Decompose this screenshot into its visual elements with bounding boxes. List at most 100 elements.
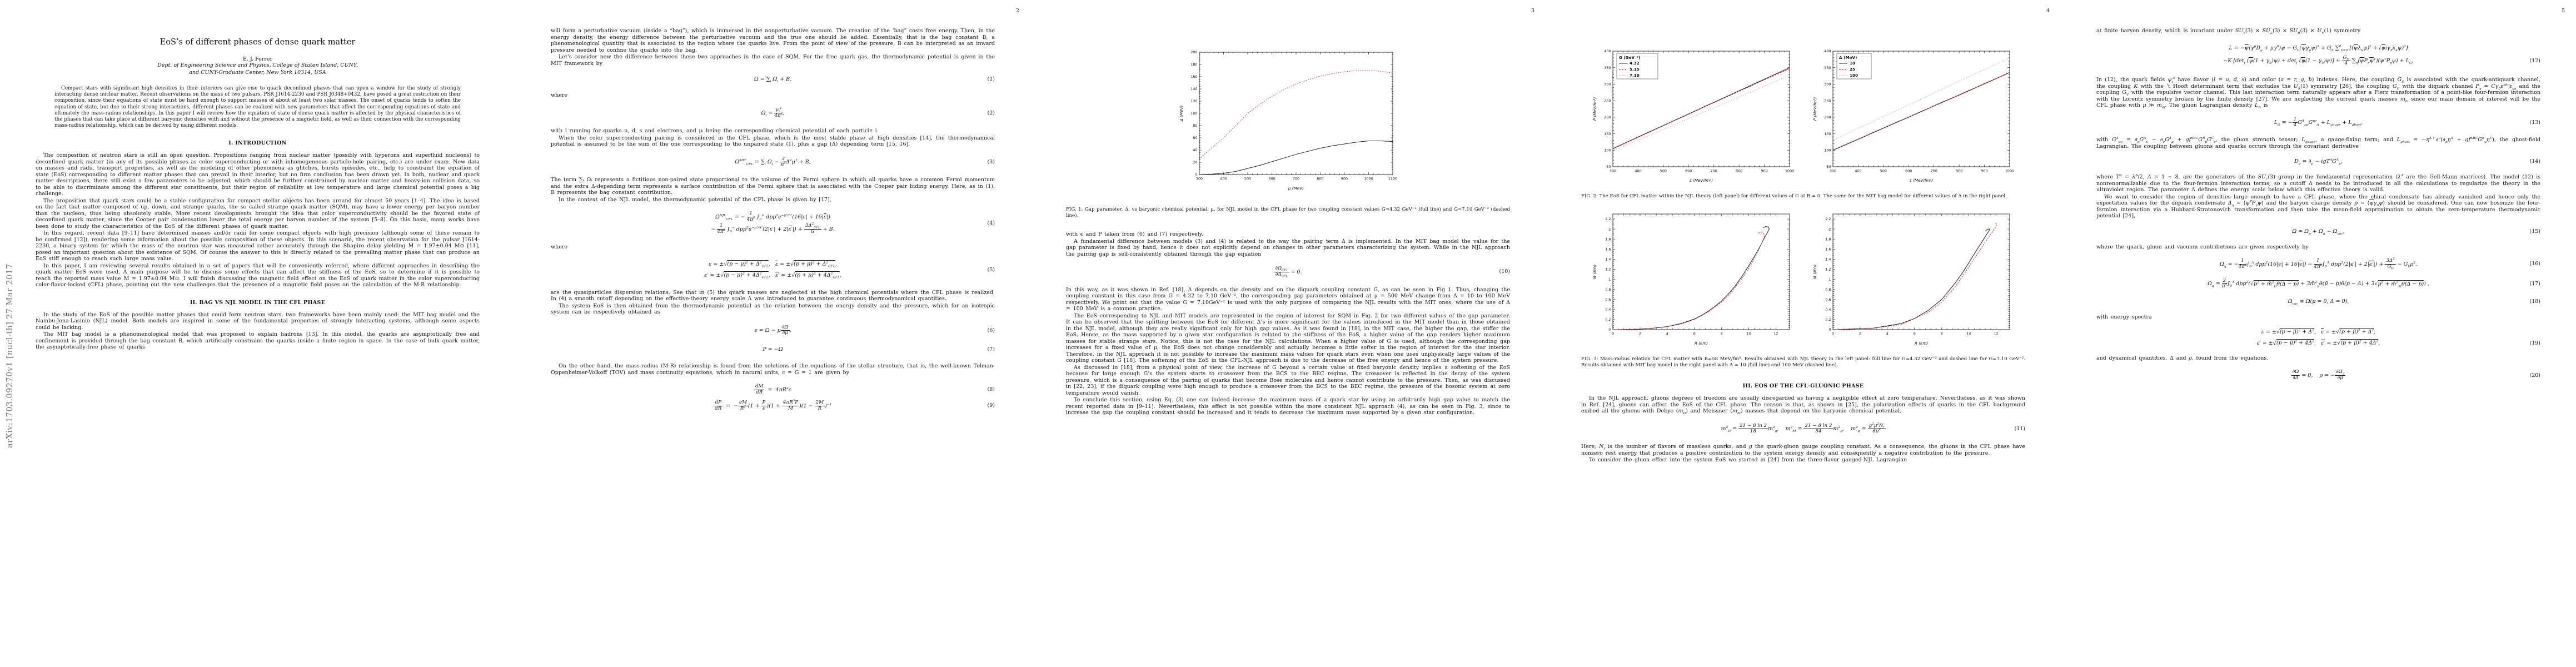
svg-text:300: 300	[1609, 169, 1616, 173]
svg-text:150: 150	[1824, 132, 1831, 136]
svg-text:2: 2	[1638, 332, 1641, 336]
equation-5: ε = ±√(p − μ)2 + Δ2CFL, ε = ±√(p + μ)2 +…	[704, 260, 995, 280]
svg-text:700: 700	[1930, 169, 1937, 173]
equation-20: ∂Ω ∂Δ = 0, ρ = − ∂Ωq ∂μ̃ (20)	[2291, 369, 2540, 381]
svg-text:12: 12	[1773, 332, 1778, 336]
equation-3: ΩMITCFL = ∑i Ωi − 3 π2 Δ2μ2 + B, (3)	[735, 156, 995, 168]
equation-number: (12)	[2529, 57, 2540, 64]
equation-number: (20)	[2529, 372, 2540, 379]
svg-text:500: 500	[1660, 169, 1666, 173]
paragraph: at finite baryon density, which is invar…	[2096, 28, 2361, 35]
svg-text:0: 0	[1828, 327, 1831, 332]
page-number: 3	[1531, 8, 1534, 14]
svg-text:500: 500	[1244, 177, 1250, 181]
svg-text:Δ (MeV): Δ (MeV)	[1179, 106, 1184, 122]
svg-text:2: 2	[1858, 332, 1861, 336]
equation-8: dM dR = 4πR2ϵ (8)	[754, 384, 995, 395]
svg-text:4: 4	[1666, 332, 1668, 336]
svg-text:600: 600	[1905, 169, 1912, 173]
svg-text:350: 350	[1604, 66, 1611, 70]
equation-number: (2)	[987, 109, 995, 116]
equation-number: (17)	[2529, 280, 2540, 287]
paragraph: with ϵ and P taken from (6) and (7) resp…	[1066, 231, 1203, 237]
equation-18: Ωvac ≡ Ω(μ = 0, Δ = 0), (18)	[2288, 298, 2540, 306]
svg-text:0: 0	[1611, 332, 1613, 336]
equation-number: (15)	[2529, 228, 2540, 235]
svg-text:1.4: 1.4	[1605, 257, 1611, 262]
equation-6: ϵ = Ω − μ ∂Ω ∂μ, (6)	[754, 324, 995, 336]
svg-text:800: 800	[1956, 169, 1962, 173]
equation-7: P = −Ω (7)	[763, 346, 995, 353]
svg-text:0.2: 0.2	[1605, 317, 1611, 322]
svg-text:0: 0	[1195, 172, 1197, 177]
equation-number: (10)	[1499, 268, 1510, 275]
equation-number: (18)	[2529, 298, 2540, 305]
figure-1: 300 400 500 600 700 800 900 1000 1100 0 20 40 60 80 10…	[1066, 47, 1510, 192]
page-number: 2	[1015, 8, 1019, 14]
svg-text:400: 400	[1635, 169, 1641, 173]
equation-10: ∂ΩCFL ∂ΔCFL = 0. (10)	[1274, 266, 1510, 278]
svg-text:0.8: 0.8	[1825, 287, 1831, 292]
paragraph: with i running for quarks u, d, s and el…	[551, 128, 879, 135]
paragraph: are the quasiparticles dispersion relati…	[551, 289, 995, 302]
paragraph: As discussed in [18], from a physical po…	[1066, 364, 1510, 396]
svg-text:ε (MeV/fm³): ε (MeV/fm³)	[1909, 178, 1932, 183]
svg-text:900: 900	[1981, 169, 1987, 173]
svg-text:1.6: 1.6	[1605, 247, 1611, 252]
page-3: 3 300 400 500 600 700 800 900 1000 1100 0 20 40 60 80…	[1030, 0, 1546, 667]
svg-text:180: 180	[1190, 62, 1197, 67]
svg-text:M (M⊙): M (M⊙)	[1592, 265, 1597, 280]
paragraph: The EoS corresponding to NJL and MIT mod…	[1066, 312, 1510, 364]
svg-text:100: 100	[1850, 73, 1858, 78]
paragraph: In this way, as it was shown in Ref. [18…	[1066, 286, 1510, 312]
paragraph: In this paper, I am reviewing several re…	[36, 262, 480, 288]
svg-text:2.2: 2.2	[1605, 217, 1611, 221]
equation-number: (9)	[987, 402, 995, 409]
svg-text:700: 700	[1710, 169, 1717, 173]
svg-text:0.4: 0.4	[1605, 307, 1611, 312]
svg-text:1: 1	[1828, 277, 1831, 282]
paragraph: The proposition that quark stars could b…	[36, 197, 480, 230]
svg-text:400: 400	[1824, 49, 1831, 53]
page-2: 2 will form a perturbative vacuum (insid…	[515, 0, 1030, 667]
paragraph: will form a perturbative vacuum (inside …	[551, 28, 995, 53]
equation-12a: L = −ψ(γμDμ + μγ0)ψ − GV(ψγμψ)2 + GS ∑8k…	[2229, 44, 2408, 52]
svg-text:1.2: 1.2	[1605, 267, 1611, 272]
equation-number: (16)	[2529, 261, 2540, 267]
equation-4: ΩNJLCFL = − 1 4π2 ∫0∞ dpp2e−p²/Λ²(16|ε| +…	[711, 211, 995, 235]
paragraph: When the color superconducting pairing i…	[551, 135, 995, 148]
equation-16: Ωq = −1 4π2 ∫0Λ dpp2(16|ϵ| + 16|ϵ|) − 1 4π2…	[2220, 257, 2540, 271]
paragraph: and dynamical quantities, Δ and ρ, found…	[2096, 355, 2269, 361]
paragraph: In the context of the NJL model, the the…	[559, 196, 831, 203]
paragraph: with GAμν = ∂μGAν − ∂νGAμ + gfABCGBμGCν,…	[2096, 136, 2540, 150]
equation-number: (14)	[2529, 158, 2540, 165]
equation-number: (7)	[987, 346, 995, 353]
arxiv-watermark: arXiv:1703.09270v1 [nucl-th] 27 Mar 2017	[6, 263, 14, 448]
equation-1: Ω = ∑i Ωi + B, (1)	[754, 76, 995, 83]
svg-text:0.6: 0.6	[1825, 297, 1831, 302]
equation-number: (5)	[987, 266, 995, 273]
abstract: Compact stars with significant high dens…	[54, 86, 461, 129]
svg-text:ε (MeV/fm³): ε (MeV/fm³)	[1689, 178, 1712, 183]
equation-15: Ω = Ωq + Ωg − Ωvac, (15)	[2292, 228, 2540, 236]
svg-text:700: 700	[1292, 177, 1299, 181]
svg-text:8: 8	[1720, 332, 1722, 336]
paragraph: In the study of the EoS of the possible …	[36, 311, 480, 331]
svg-text:800: 800	[1736, 169, 1742, 173]
affiliation-line-1: Dept. of Engineering Science and Physics…	[157, 62, 358, 68]
author: E. J. Ferrer	[242, 56, 273, 62]
svg-text:900: 900	[1341, 177, 1347, 181]
svg-text:900: 900	[1761, 169, 1767, 173]
svg-text:4.32: 4.32	[1630, 61, 1640, 66]
svg-text:1100: 1100	[1388, 177, 1397, 181]
svg-text:12: 12	[1994, 332, 1998, 336]
equation-19b: ε′ = ±√(p − μ̃)2 + 4Δ2, ε′ = ±√(p + μ̃)2…	[2256, 339, 2540, 346]
paragraph: where TA = λA/2, A = 1 − 8, are the gene…	[2096, 173, 2541, 193]
paragraph: In the NJL approach, gluons degrees of f…	[1581, 395, 2025, 415]
svg-text:0: 0	[1608, 327, 1611, 332]
equation-11: m2D = 21 − 8 ln 2 18 m2g, m2M = 21 − 8 ln …	[1721, 422, 2025, 435]
svg-text:300: 300	[1195, 177, 1202, 181]
svg-text:2.2: 2.2	[1825, 217, 1831, 221]
svg-text:160: 160	[1190, 74, 1197, 79]
